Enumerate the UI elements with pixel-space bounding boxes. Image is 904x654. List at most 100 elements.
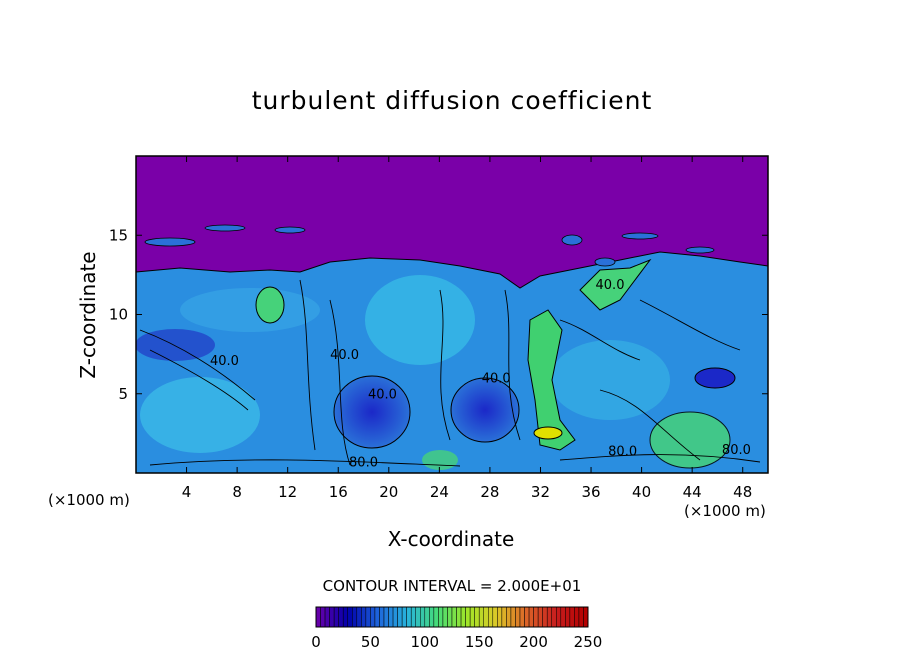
colorbar-tick-label: 100 (410, 633, 439, 651)
colorbar-swatch (333, 606, 339, 628)
x-tick-label: 12 (278, 483, 297, 501)
x-tick-label: 44 (683, 483, 702, 501)
colorbar-swatch (424, 606, 430, 628)
contour-label: 40.0 (596, 278, 625, 293)
colorbar-swatch (560, 606, 566, 628)
x-tick-label: 32 (531, 483, 550, 501)
colorbar-swatch (542, 606, 548, 628)
colorbar-swatch (483, 606, 489, 628)
x-axis-ticks: 4 8 12 16 20 24 28 32 36 40 44 48 (182, 156, 752, 501)
x-tick-label: 40 (632, 483, 651, 501)
high-value-region (649, 411, 731, 469)
peak-region (533, 426, 563, 440)
contour-label: 80.0 (722, 443, 751, 458)
colorbar-swatch (401, 606, 407, 628)
colorbar-swatch (361, 606, 367, 628)
colorbar-swatch (352, 606, 358, 628)
colorbar-swatch (506, 606, 512, 628)
high-value-region (255, 286, 285, 324)
colorbar-swatch (578, 606, 584, 628)
colorbar-swatch (528, 606, 534, 628)
plot-field (136, 156, 768, 473)
low-value-region (333, 375, 411, 449)
y-tick-label: 10 (109, 306, 128, 324)
contour-label: 80.0 (608, 445, 637, 460)
high-value-region (579, 258, 652, 311)
colorbar-tick-label: 50 (361, 633, 380, 651)
low-value-region (450, 377, 520, 443)
x-tick-label: 48 (733, 483, 752, 501)
low-value-region (694, 367, 736, 389)
colorbar-swatch (324, 606, 330, 628)
colorbar-swatch (501, 606, 507, 628)
colorbar-swatch (429, 606, 435, 628)
colorbar-swatch (438, 606, 444, 628)
x-tick-label: 36 (581, 483, 600, 501)
x-axis-label: X-coordinate (387, 527, 515, 551)
colorbar-swatch (497, 606, 503, 628)
y-tick-label: 15 (109, 226, 128, 244)
colorbar-swatch (406, 606, 412, 628)
colorbar-swatch (356, 606, 362, 628)
x-tick-label: 28 (480, 483, 499, 501)
high-value-region (527, 309, 576, 451)
colorbar-swatch (456, 606, 462, 628)
colorbar-swatch (451, 606, 457, 628)
colorbar-swatch (574, 606, 580, 628)
contour-label: 80.0 (349, 456, 378, 471)
x-tick-label: 4 (182, 483, 192, 501)
x-unit-label-right: (×1000 m) (684, 502, 766, 520)
colorbar-swatch (488, 606, 494, 628)
colorbar-swatch (392, 606, 398, 628)
colorbar-swatch (565, 606, 571, 628)
colorbar-swatch (583, 606, 589, 628)
colorbar-swatch (569, 606, 575, 628)
swirl (180, 288, 320, 332)
swirl (365, 275, 475, 365)
x-unit-label-left: (×1000 m) (48, 491, 130, 509)
colorbar-swatch (537, 606, 543, 628)
colorbar-swatch (342, 606, 348, 628)
swirl (550, 340, 670, 420)
colorbar-tick-label: 250 (574, 633, 603, 651)
contour-label: 40.0 (210, 354, 239, 369)
chart-title: turbulent diffusion coefficient (251, 86, 653, 115)
colorbar-frame (315, 606, 589, 628)
colorbar-tick-label: 0 (311, 633, 321, 651)
colorbar-swatch (556, 606, 562, 628)
y-tick-label: 5 (118, 385, 128, 403)
colorbar-swatch (460, 606, 466, 628)
colorbar-swatch (370, 606, 376, 628)
colorbar-tick-label: 150 (465, 633, 494, 651)
colorbar-swatch (338, 606, 344, 628)
colorbar-swatch (410, 606, 416, 628)
colorbar-swatch (388, 606, 394, 628)
colorbar-swatch (447, 606, 453, 628)
colorbar: 0 50 100 150 200 250 (311, 606, 603, 651)
colorbar-swatch (433, 606, 439, 628)
contour-label: 40.0 (330, 348, 359, 363)
colorbar-swatch (465, 606, 471, 628)
contour-interval-text: CONTOUR INTERVAL = 2.000E+01 (322, 577, 582, 595)
colorbar-swatch (478, 606, 484, 628)
colorbar-swatch (329, 606, 335, 628)
colorbar-swatch (365, 606, 371, 628)
colorbar-swatch (474, 606, 480, 628)
colorbar-swatch (510, 606, 516, 628)
colorbar-swatch (420, 606, 426, 628)
low-value-region (136, 329, 215, 361)
colorbar-swatch (397, 606, 403, 628)
contour-label: 40.0 (368, 388, 397, 403)
colorbar-swatch (379, 606, 385, 628)
x-tick-label: 20 (379, 483, 398, 501)
colorbar-swatch (515, 606, 521, 628)
colorbar-swatch (533, 606, 539, 628)
colorbar-swatch (519, 606, 525, 628)
upper-filaments (144, 224, 715, 267)
colorbar-swatch (374, 606, 380, 628)
x-tick-label: 8 (232, 483, 242, 501)
colorbar-swatch (546, 606, 552, 628)
colorbar-swatch (492, 606, 498, 628)
colorbar-swatch (383, 606, 389, 628)
x-tick-label: 24 (430, 483, 449, 501)
